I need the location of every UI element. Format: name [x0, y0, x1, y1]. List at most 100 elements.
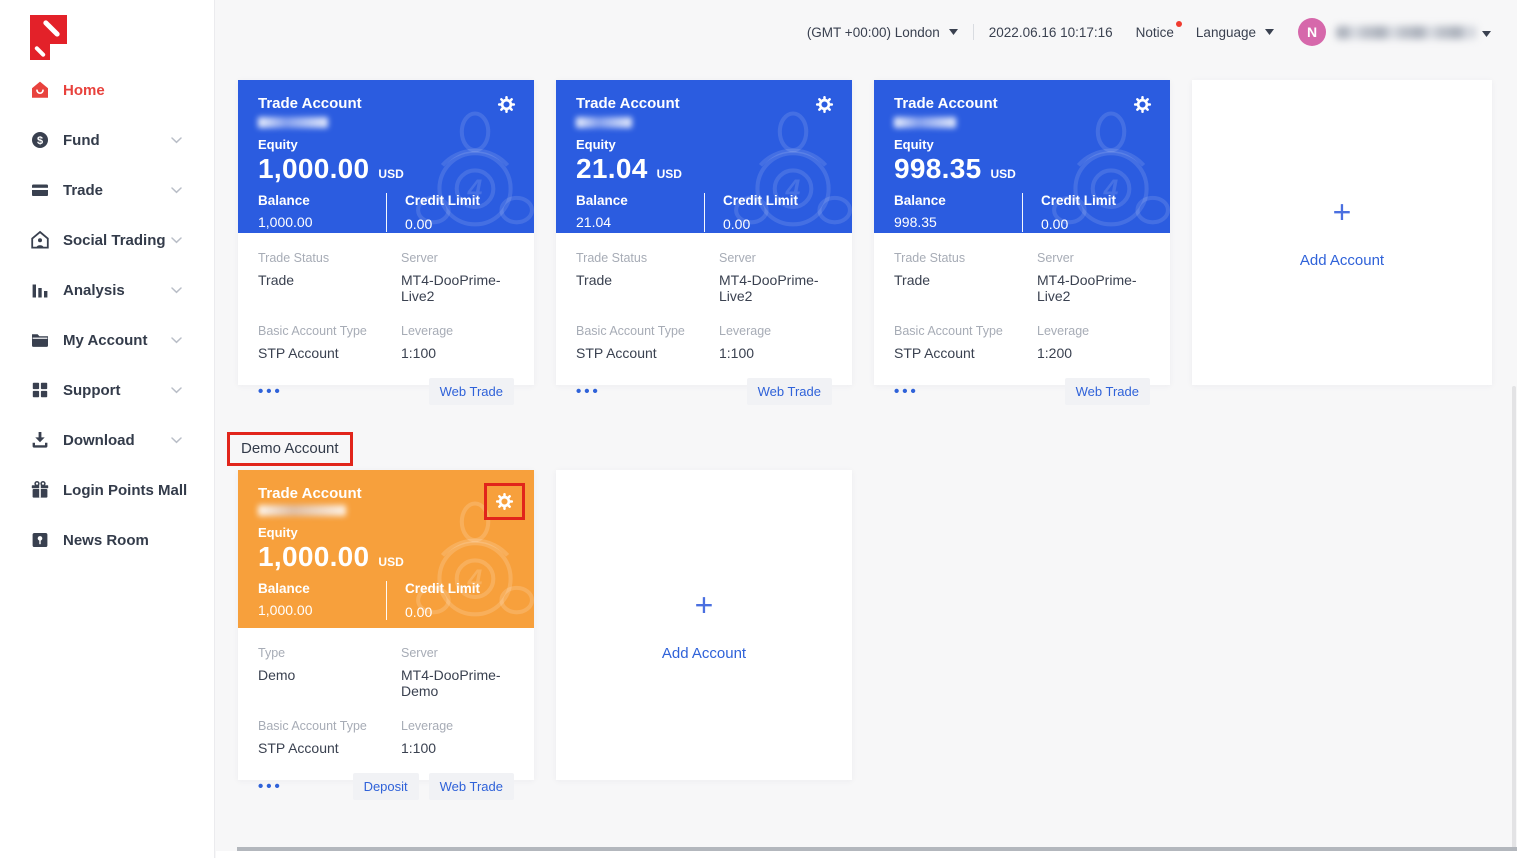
web-trade-button[interactable]: Web Trade	[428, 773, 514, 800]
field-trade-status: Trade Status Trade	[894, 251, 966, 288]
sidebar-item-label: Home	[63, 81, 105, 99]
account-number-redacted	[258, 117, 328, 128]
credit-limit-value: 0.00	[1041, 216, 1069, 232]
card-header-demo: 4 Trade Account Equity 1,000.00 USD	[238, 470, 534, 628]
language-label: Language	[1195, 24, 1256, 40]
field-basic-account-type: Basic Account Type STP Account	[258, 324, 367, 361]
balance-value: 1,000.00	[258, 602, 313, 618]
sidebar-item-fund[interactable]: $ Fund	[0, 115, 214, 165]
card-title: Trade Account	[894, 95, 998, 112]
timezone-selector[interactable]: (GMT +00:00) London	[807, 25, 958, 40]
sidebar-item-label: Analysis	[63, 281, 125, 299]
web-trade-button[interactable]: Web Trade	[1064, 378, 1150, 405]
svg-text:$: $	[37, 135, 43, 147]
sidebar-item-trade[interactable]: Trade	[0, 165, 214, 215]
currency-label: USD	[378, 167, 404, 181]
currency-label: USD	[656, 167, 682, 181]
balance-value: 1,000.00	[258, 214, 313, 230]
caret-down-icon	[1265, 29, 1274, 35]
gear-icon[interactable]	[815, 95, 834, 114]
sidebar-item-home[interactable]: Home	[0, 65, 214, 115]
account-number-redacted	[894, 117, 956, 128]
trade-wallet-icon	[30, 180, 50, 200]
equity-value: 1,000.00	[258, 541, 370, 572]
equity-label: Equity	[576, 137, 616, 152]
card-title: Trade Account	[258, 95, 362, 112]
field-type: Type Demo	[258, 646, 296, 683]
more-options-button[interactable]: •••	[576, 383, 601, 400]
sidebar-item-news-room[interactable]: News Room	[0, 515, 214, 565]
sidebar-item-my-account[interactable]: My Account	[0, 315, 214, 365]
currency-label: USD	[990, 167, 1016, 181]
avatar: N	[1298, 18, 1326, 46]
sidebar-item-login-points-mall[interactable]: Login Points Mall	[0, 465, 214, 515]
more-options-button[interactable]: •••	[258, 778, 283, 795]
sidebar-item-analysis[interactable]: Analysis	[0, 265, 214, 315]
web-trade-button[interactable]: Web Trade	[428, 378, 514, 405]
field-leverage: Leverage 1:100	[719, 324, 772, 361]
field-server: Server MT4-DooPrime-Live2	[401, 251, 501, 304]
more-options-button[interactable]: •••	[258, 383, 283, 400]
credit-limit-value: 0.00	[405, 604, 433, 620]
equity-label: Equity	[894, 137, 934, 152]
home-icon	[30, 80, 50, 100]
chevron-down-icon	[171, 436, 184, 444]
equity-value: 998.35	[894, 153, 982, 184]
card-divider	[704, 193, 705, 232]
gear-icon[interactable]	[495, 492, 514, 511]
more-options-button[interactable]: •••	[894, 383, 919, 400]
demo-accounts-row: 4 Trade Account Equity 1,000.00 USD	[238, 470, 852, 800]
credit-limit-label: Credit Limit	[723, 193, 799, 208]
notice-link[interactable]: Notice	[1136, 20, 1182, 40]
trade-account-card: 4 Trade Account Equity 998.35 USD Balanc…	[874, 80, 1170, 405]
field-trade-status: Trade Status Trade	[258, 251, 330, 288]
vertical-scrollbar[interactable]	[1512, 386, 1516, 858]
equity-value: 1,000.00	[258, 153, 370, 184]
equity-value: 21.04	[576, 153, 648, 184]
field-server: Server MT4-DooPrime-Live2	[719, 251, 819, 304]
add-account-card[interactable]: + Add Account	[1192, 80, 1492, 385]
sidebar-item-label: Login Points Mall	[63, 481, 188, 499]
chevron-down-icon	[171, 286, 184, 294]
chevron-down-icon	[171, 236, 184, 244]
caret-down-icon	[948, 29, 958, 35]
chevron-down-icon	[171, 186, 184, 194]
sidebar-menu: Home $ Fund Trade	[0, 65, 214, 565]
user-menu[interactable]: N	[1298, 18, 1491, 46]
deposit-button[interactable]: Deposit	[352, 773, 419, 800]
balance-value: 998.35	[894, 214, 937, 230]
annotation-box-gear	[484, 483, 525, 520]
web-trade-button[interactable]: Web Trade	[746, 378, 832, 405]
language-selector[interactable]: Language	[1196, 25, 1274, 40]
card-title: Trade Account	[258, 485, 362, 502]
credit-limit-value: 0.00	[405, 216, 433, 232]
sidebar-item-support[interactable]: Support	[0, 365, 214, 415]
equity-label: Equity	[258, 525, 298, 540]
add-account-label: Add Account	[661, 644, 747, 662]
card-header-live: 4 Trade Account Equity 1,000.00 USD Bala…	[238, 80, 534, 233]
gift-icon	[30, 480, 50, 500]
sidebar-item-label: My Account	[63, 331, 148, 349]
balance-label: Balance	[258, 581, 310, 596]
demo-account-card: 4 Trade Account Equity 1,000.00 USD	[238, 470, 534, 800]
add-account-card[interactable]: + Add Account	[556, 470, 852, 780]
trade-account-card: 4 Trade Account Equity 1,000.00 USD Bala…	[238, 80, 534, 405]
gear-icon[interactable]	[497, 95, 516, 114]
field-server: Server MT4-DooPrime-Demo	[401, 646, 501, 699]
sidebar-item-social-trading[interactable]: Social Trading	[0, 215, 214, 265]
field-leverage: Leverage 1:200	[1037, 324, 1090, 361]
chevron-down-icon	[171, 136, 184, 144]
sidebar: Home $ Fund Trade	[0, 0, 215, 858]
gear-icon[interactable]	[1133, 95, 1152, 114]
notice-badge-dot	[1175, 20, 1182, 27]
topbar: (GMT +00:00) London 2022.06.16 10:17:16 …	[215, 0, 1517, 64]
social-trading-icon	[30, 230, 50, 250]
balance-label: Balance	[258, 193, 310, 208]
horizontal-scrollbar[interactable]	[237, 847, 1517, 851]
sidebar-item-download[interactable]: Download	[0, 415, 214, 465]
doo-prime-logo[interactable]	[30, 10, 78, 60]
field-trade-status: Trade Status Trade	[576, 251, 648, 288]
sidebar-item-label: Download	[63, 431, 135, 449]
field-server: Server MT4-DooPrime-Live2	[1037, 251, 1137, 304]
